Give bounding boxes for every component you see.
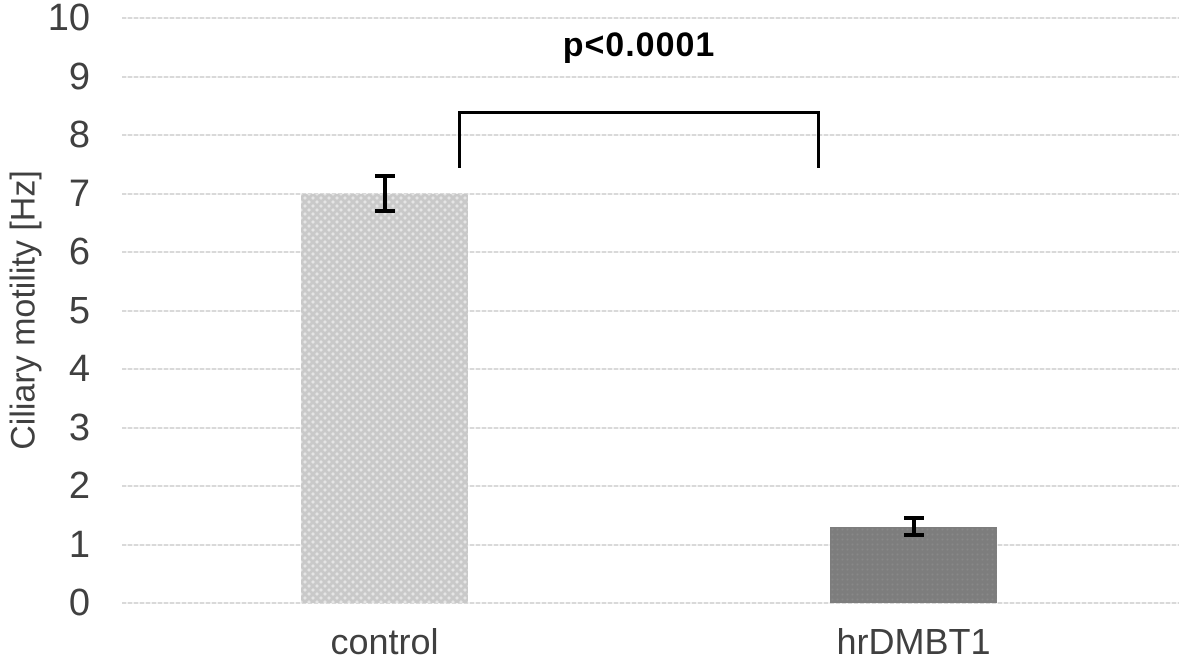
y-tick-label-2: 2 (68, 465, 90, 507)
x-tick-label-hrdmbt1: hrDMBT1 (836, 621, 991, 662)
y-tick-label-3: 3 (68, 406, 90, 449)
y-tick-label-8: 8 (68, 114, 90, 156)
bar-hrdmbt1 (830, 526, 997, 603)
significance-label: p<0.0001 (562, 26, 716, 64)
y-tick-label-4: 4 (68, 348, 90, 390)
y-tick-label-5: 5 (68, 289, 90, 332)
gridline-y-10 (122, 17, 1179, 19)
bar-control (301, 193, 468, 603)
gridline-y-5 (122, 309, 1179, 312)
gridline-y-4 (122, 368, 1179, 370)
y-tick-label-10: 10 (47, 0, 90, 39)
y-tick-label-6: 6 (68, 231, 90, 273)
significance-bracket (458, 111, 820, 168)
gridline-y-2 (122, 485, 1179, 487)
gridline-y-3 (122, 426, 1179, 429)
gridline-y-6 (122, 251, 1179, 253)
error-bar-hrdmbt1 (903, 516, 924, 538)
y-tick-label-9: 9 (68, 55, 90, 98)
gridline-y-9 (122, 75, 1179, 78)
y-tick-label-0: 0 (68, 582, 90, 624)
gridline-y-0 (122, 602, 1179, 604)
y-tick-label-7: 7 (68, 172, 90, 215)
x-tick-label-control: control (330, 621, 439, 662)
y-tick-label-1: 1 (68, 523, 90, 566)
error-cap-bottom (903, 533, 924, 538)
gridline-y-8 (122, 134, 1179, 136)
error-line (911, 516, 916, 538)
gridline-y-7 (122, 192, 1179, 195)
error-cap-bottom (374, 208, 395, 213)
gridline-y-1 (122, 543, 1179, 546)
error-bar-control (374, 174, 395, 213)
error-line (382, 174, 387, 213)
